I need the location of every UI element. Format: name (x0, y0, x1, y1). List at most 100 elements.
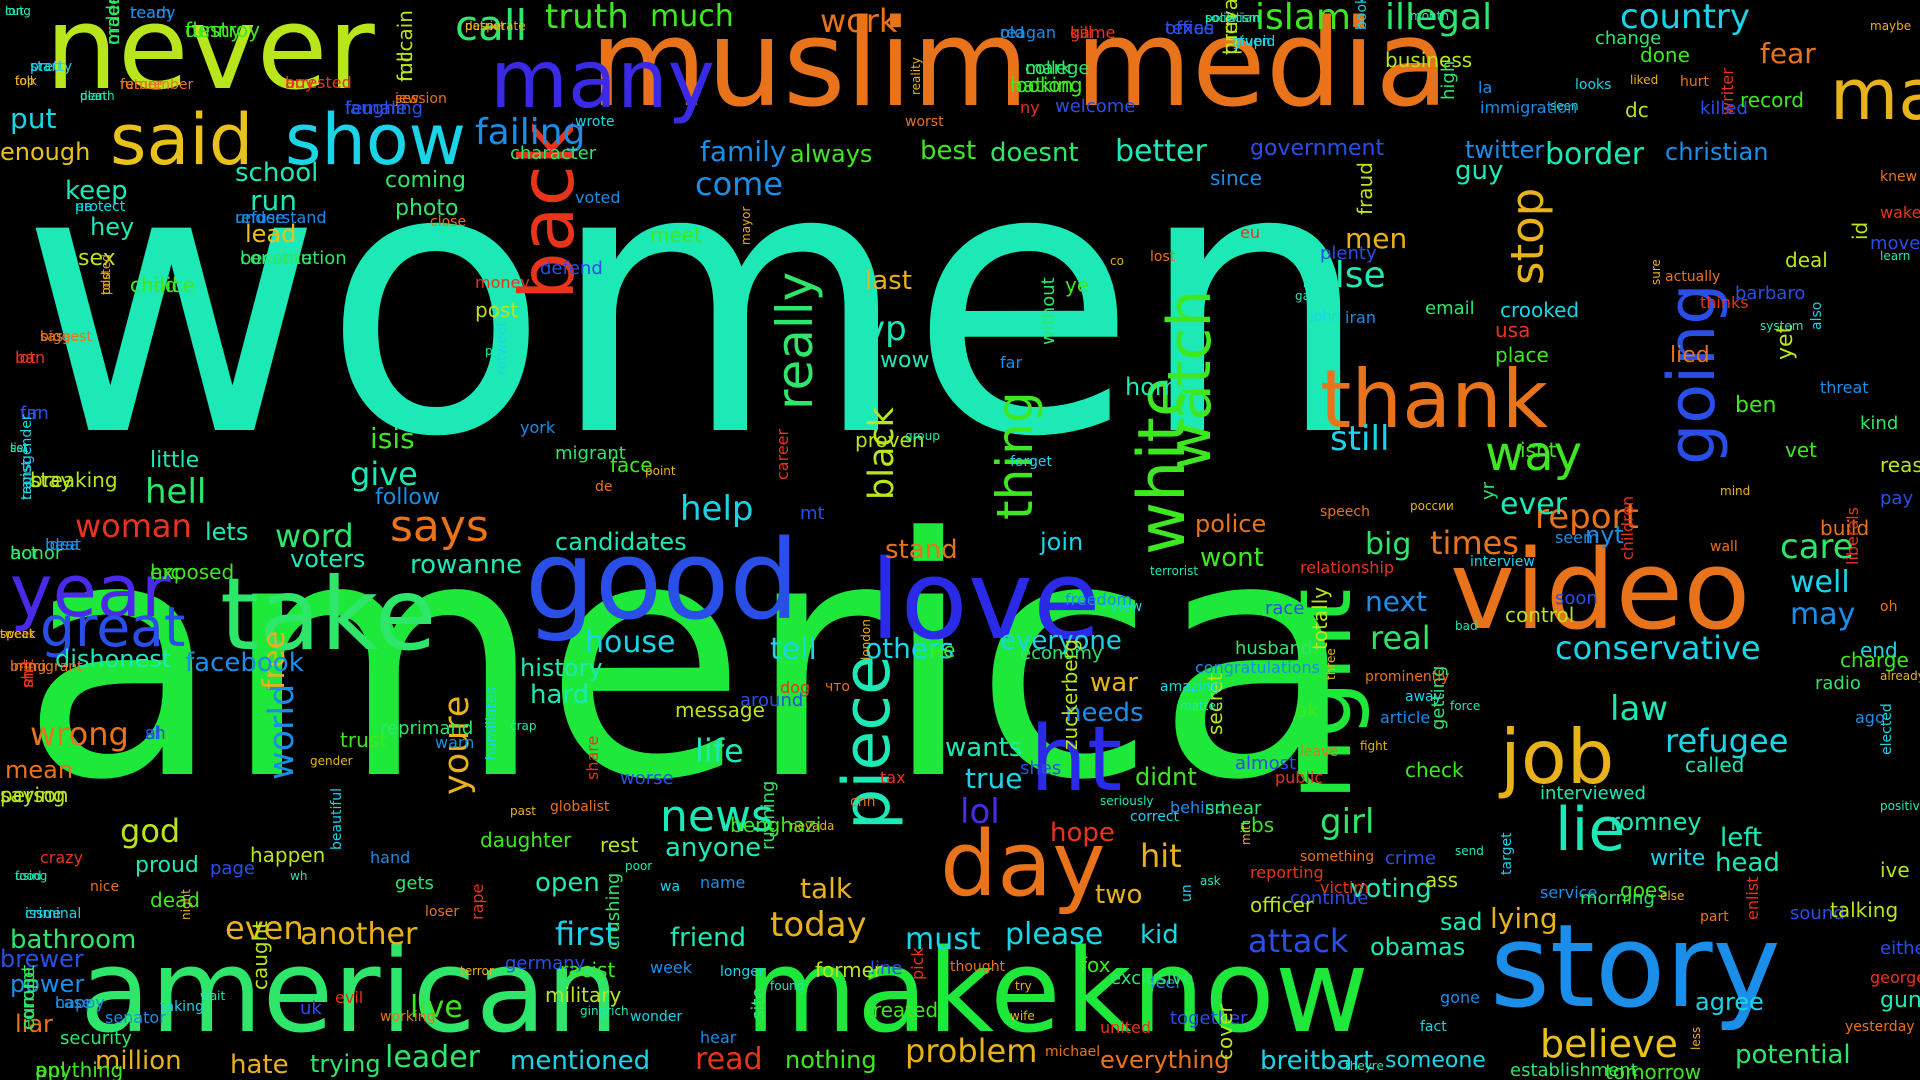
word-small: ny (1020, 98, 1040, 117)
word-small: group (905, 429, 940, 443)
word-small: proven (855, 428, 925, 452)
word-small: career (773, 428, 792, 480)
word-small: retweet (494, 321, 510, 375)
word-gun: gun (1880, 988, 1920, 1013)
word-small: desperate (465, 19, 526, 33)
word-small: texas (1165, 18, 1214, 39)
word-small: exclusive (1110, 968, 1194, 989)
word-small: stupid (1232, 34, 1276, 50)
word-put: put (10, 102, 57, 135)
word-small: не (930, 638, 956, 662)
word-doesnt: doesnt (990, 138, 1079, 168)
word-small: defend (540, 258, 603, 279)
word-small: hurt (1680, 74, 1709, 90)
word-small: soon (1555, 588, 1598, 609)
word-small: hrc (150, 560, 182, 584)
word-mentioned: mentioned (510, 1046, 651, 1076)
word-small: learn (1880, 249, 1911, 263)
word-small: nice (90, 879, 120, 895)
word-small: reality (909, 57, 923, 95)
word-small: long (5, 4, 31, 18)
word-first: first (555, 915, 618, 953)
word-small: patriot (465, 19, 505, 33)
word-american: american (80, 925, 620, 1059)
word-small: constitution (240, 248, 347, 269)
word-small: mark (1025, 58, 1072, 79)
word-small: ready (130, 3, 176, 22)
word-small: around (740, 690, 804, 711)
word-small: gender (310, 754, 353, 768)
word-small: correct (1130, 809, 1180, 825)
word-small: cnn (850, 794, 876, 810)
word-woman: woman (75, 507, 192, 545)
word-small: something (1300, 849, 1375, 865)
word-small: actually (1665, 269, 1721, 285)
word-small: fraud (1353, 162, 1377, 215)
word-way: way (1485, 426, 1583, 482)
word-small: goes (1620, 878, 1668, 902)
word-small: ive (1880, 858, 1910, 882)
word-someone: someone (1385, 1048, 1486, 1073)
word-small: target (1499, 832, 1515, 875)
word-small: enlist (1743, 876, 1762, 920)
word-small: daughter (480, 828, 572, 852)
word-small: view (1110, 599, 1143, 615)
word-hit: hit (1140, 837, 1182, 875)
word-small: thinks (1700, 293, 1749, 312)
word-small: gingrich (580, 1004, 629, 1018)
word-small: la (1478, 78, 1493, 97)
word-twitter: twitter (1465, 136, 1545, 164)
word-fear: fear (1760, 37, 1816, 70)
word-small: given (1232, 34, 1271, 50)
word-small: warn (435, 733, 475, 752)
word-last: last (865, 266, 912, 296)
word-lead: lead (245, 220, 297, 248)
word-small: lost (1150, 249, 1176, 265)
word-small: tomorrow (1605, 1060, 1702, 1080)
word-small: immigration (1480, 98, 1578, 117)
word-thank: thank (1320, 353, 1549, 446)
word-small: funny (185, 18, 242, 42)
word-man: man (1830, 54, 1920, 136)
word-islam: islam (1255, 0, 1351, 38)
word-small: choice (130, 273, 195, 297)
word-small: treated (865, 998, 939, 1022)
word-still: still (1330, 419, 1390, 459)
word-breitbart: breitbart (1260, 1046, 1374, 1076)
word-small: almost (1235, 753, 1297, 774)
word-didnt: didnt (1135, 763, 1197, 791)
word-never: never (45, 0, 375, 116)
word-small: de (595, 479, 613, 495)
word-small: economy (1020, 643, 1103, 664)
word-small: fact (1420, 1019, 1447, 1035)
word-small: michael (1045, 1044, 1101, 1060)
word-small: york (520, 418, 556, 437)
word-small: hear (700, 1028, 737, 1047)
word-hate: hate (230, 1050, 289, 1080)
word-small: happen (250, 843, 326, 867)
word-small: fight (1360, 739, 1388, 753)
word-world: world (262, 683, 302, 780)
word-brewer: brewer (0, 945, 84, 973)
word-small: barbaro (1735, 283, 1806, 304)
word-small: bad (1455, 619, 1478, 633)
word-potential: potential (1735, 1040, 1851, 1070)
word-small: россии (1410, 499, 1454, 513)
word-small: less (1689, 1026, 1703, 1050)
word-small: terror (460, 964, 494, 978)
word-small: terrorist (1150, 564, 1199, 578)
word-small: old (1000, 23, 1025, 42)
word-small: criminal (25, 906, 82, 922)
word-well: well (1790, 565, 1850, 600)
word-small: taking (160, 999, 204, 1015)
word-day: day (940, 812, 1106, 917)
word-said: said (110, 99, 254, 181)
word-wont: wont (1200, 543, 1264, 573)
word-join: join (1040, 528, 1084, 556)
word-illegal: illegal (1385, 0, 1493, 38)
word-small: smear (1205, 798, 1262, 819)
word-small: plenty (1320, 243, 1377, 264)
word-stand: stand (885, 535, 958, 565)
